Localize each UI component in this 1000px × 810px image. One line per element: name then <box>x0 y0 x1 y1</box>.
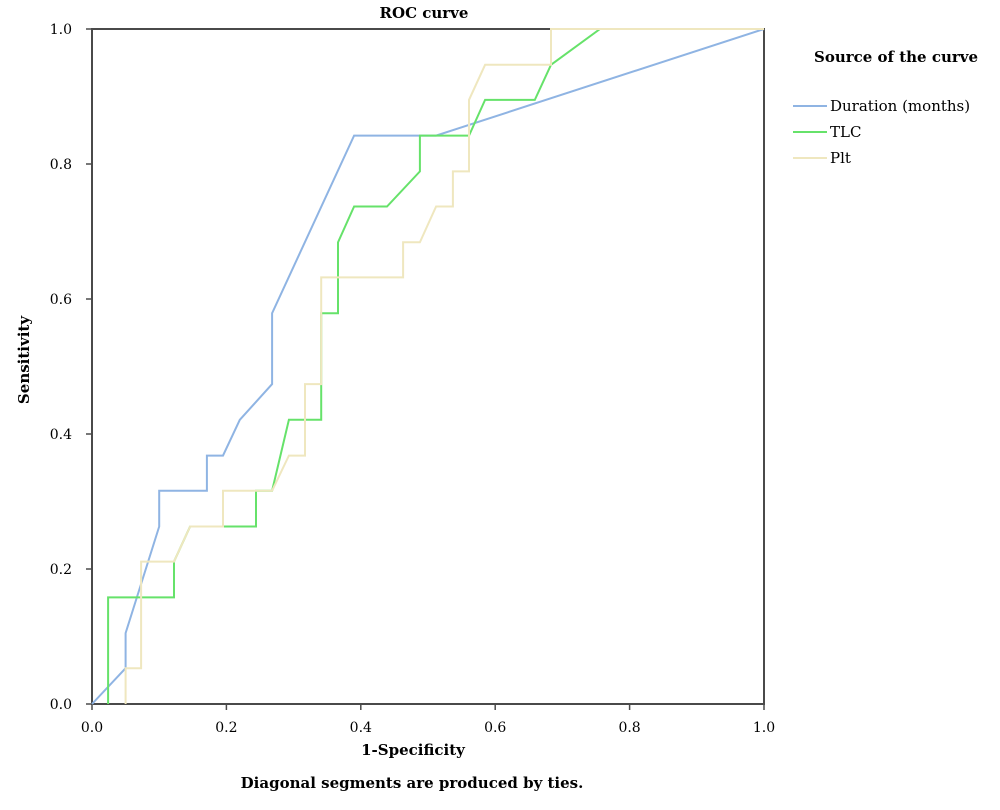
y-tick-label: 0.8 <box>50 157 72 173</box>
x-axis: 0.0 0.2 0.4 0.6 0.8 1.0 <box>81 704 775 736</box>
legend: Source of the curve Duration (months) TLC… <box>793 48 978 167</box>
legend-item-tlc: TLC <box>793 123 861 141</box>
series-line-plt <box>124 28 764 704</box>
y-tick-label: 0.4 <box>50 427 72 443</box>
y-axis-title: Sensitivity <box>15 315 33 404</box>
series-line-duration-months <box>91 28 765 705</box>
x-axis-title: 1-Specificity <box>361 741 466 759</box>
x-tick-label: 0.6 <box>484 720 506 736</box>
legend-item-duration-months: Duration (months) <box>793 97 970 115</box>
footnote: Diagonal segments are produced by ties. <box>241 774 584 792</box>
x-tick-label: 1.0 <box>753 720 775 736</box>
legend-label: Plt <box>830 149 851 167</box>
x-tick-label: 0.2 <box>215 720 237 736</box>
legend-label: Duration (months) <box>830 97 970 115</box>
chart-title: ROC curve <box>380 4 469 22</box>
x-tick-label: 0.0 <box>81 720 103 736</box>
legend-items: Duration (months) TLC Plt <box>793 97 970 167</box>
y-tick-label: 1.0 <box>50 22 72 38</box>
series-line-tlc <box>107 28 764 704</box>
legend-item-plt: Plt <box>793 149 851 167</box>
plot-frame <box>91 28 765 705</box>
legend-label: TLC <box>830 123 861 141</box>
legend-title: Source of the curve <box>814 48 978 66</box>
x-tick-label: 0.8 <box>618 720 640 736</box>
x-tick-label: 0.4 <box>350 720 372 736</box>
series-group <box>91 28 765 705</box>
y-axis: 0.0 0.2 0.4 0.6 0.8 1.0 <box>50 22 92 713</box>
y-tick-label: 0.0 <box>50 697 72 713</box>
y-tick-label: 0.2 <box>50 562 72 578</box>
plot-area <box>91 28 765 705</box>
y-tick-label: 0.6 <box>50 292 72 308</box>
